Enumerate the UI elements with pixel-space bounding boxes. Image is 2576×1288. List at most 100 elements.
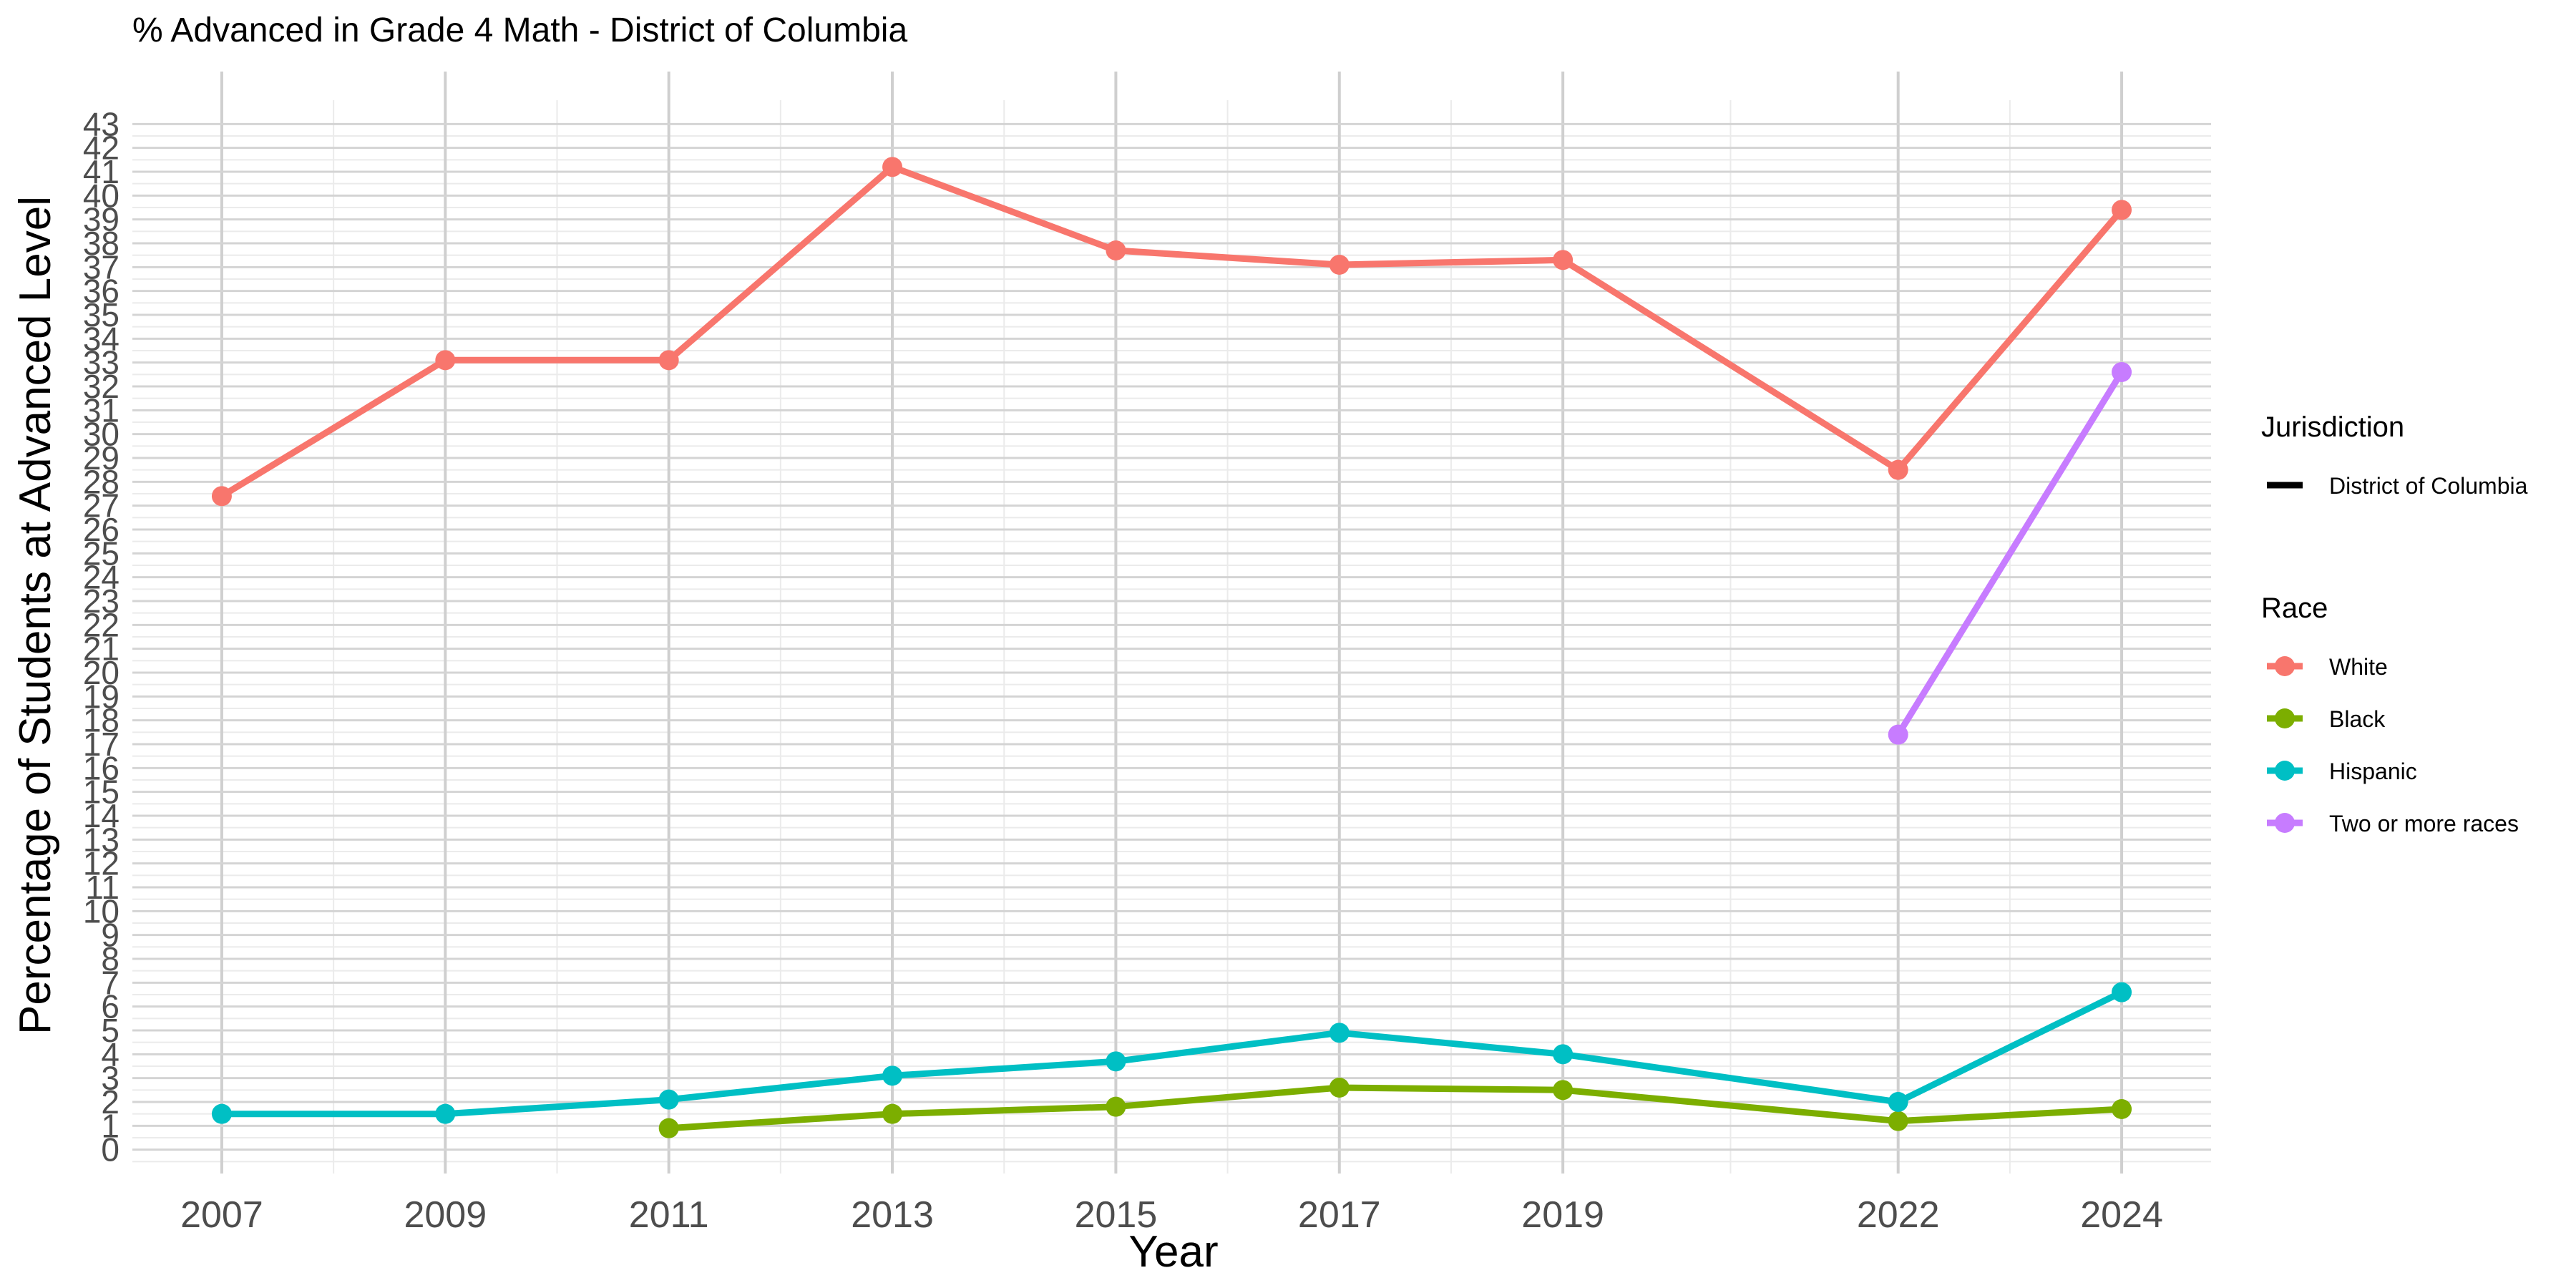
legend-key-point xyxy=(2275,761,2295,781)
x-tick-label: 2015 xyxy=(1075,1194,1158,1236)
y-tick-label: 15 xyxy=(83,774,119,811)
y-tick-label: 1 xyxy=(101,1107,119,1144)
legend-title: Race xyxy=(2261,592,2328,624)
series-white xyxy=(211,157,2132,507)
y-tick-label: 34 xyxy=(83,320,119,357)
y-tick-label: 39 xyxy=(83,201,119,238)
y-tick-label: 28 xyxy=(83,463,119,500)
y-tick-label: 5 xyxy=(101,1012,119,1049)
data-point xyxy=(1106,240,1126,260)
legend-label: Black xyxy=(2329,706,2386,732)
y-tick-label: 18 xyxy=(83,702,119,739)
data-point xyxy=(1106,1051,1126,1072)
y-tick-label: 6 xyxy=(101,988,119,1025)
legend-label: Hispanic xyxy=(2329,758,2417,784)
y-tick-label: 17 xyxy=(83,726,119,763)
x-tick-label: 2013 xyxy=(851,1194,934,1236)
y-tick-label: 14 xyxy=(83,797,119,834)
series-black xyxy=(658,1078,2132,1138)
x-tick-label: 2011 xyxy=(629,1194,709,1236)
y-tick-label: 25 xyxy=(83,535,119,572)
x-tick-label: 2022 xyxy=(1857,1194,1940,1236)
axis-layer: 2007 2009 2011 2013 2015 2017 2019 2022 20240123… xyxy=(83,105,2163,1236)
y-tick-label: 41 xyxy=(83,153,119,190)
legend-key xyxy=(2267,708,2303,728)
y-tick-label: 11 xyxy=(85,869,119,906)
data-point xyxy=(1553,1080,1574,1101)
data-point xyxy=(1888,1092,1908,1112)
data-point xyxy=(1329,255,1350,275)
data-point xyxy=(211,1103,232,1124)
y-tick-label: 36 xyxy=(83,273,119,310)
y-tick-label: 43 xyxy=(83,105,119,142)
legend-key-point xyxy=(2275,656,2295,676)
y-tick-label: 21 xyxy=(83,630,119,668)
y-axis-title: Percentage of Students at Advanced Level xyxy=(11,196,60,1035)
data-point xyxy=(1553,250,1574,270)
y-tick-label: 24 xyxy=(83,559,119,596)
data-point xyxy=(435,1103,456,1124)
legend-key xyxy=(2267,761,2303,781)
data-point xyxy=(1888,1111,1908,1131)
y-tick-label: 12 xyxy=(83,845,119,882)
y-tick-label: 32 xyxy=(83,368,119,405)
y-tick-label: 9 xyxy=(101,917,119,954)
y-tick-label: 8 xyxy=(101,940,119,977)
data-point xyxy=(2112,982,2132,1002)
x-tick-label: 2024 xyxy=(2080,1194,2163,1236)
data-point xyxy=(2112,362,2132,382)
series-layer xyxy=(211,157,2132,1138)
x-axis-title: Year xyxy=(1128,1227,1218,1277)
legend-label: White xyxy=(2329,654,2388,680)
legend-label: District of Columbia xyxy=(2329,473,2528,499)
y-tick-label: 13 xyxy=(83,821,119,858)
legend-label: Two or more races xyxy=(2329,811,2519,836)
chart-title: % Advanced in Grade 4 Math - District of… xyxy=(132,11,907,49)
y-tick-label: 16 xyxy=(83,749,119,786)
series-line xyxy=(1895,370,2124,737)
legend-title: Jurisdiction xyxy=(2261,411,2404,443)
y-tick-label: 27 xyxy=(83,487,119,525)
data-point xyxy=(2112,200,2132,220)
y-tick-label: 3 xyxy=(101,1060,119,1097)
y-tick-label: 31 xyxy=(83,391,119,429)
data-point xyxy=(882,157,903,177)
data-point xyxy=(1888,459,1908,480)
legend-key xyxy=(2267,813,2303,833)
series-hispanic xyxy=(211,982,2132,1124)
data-point xyxy=(882,1103,903,1124)
y-tick-label: 20 xyxy=(83,654,119,691)
legend-key-point xyxy=(2275,708,2295,728)
grid-layer xyxy=(132,72,2211,1174)
series-two-or-more-races xyxy=(1888,362,2132,745)
y-tick-label: 42 xyxy=(83,130,119,167)
data-point xyxy=(1329,1023,1350,1043)
y-tick-label: 29 xyxy=(83,439,119,477)
data-point xyxy=(1106,1096,1126,1117)
y-tick-label: 10 xyxy=(83,892,119,930)
y-tick-label: 2 xyxy=(101,1083,119,1121)
y-tick-label: 22 xyxy=(83,606,119,643)
data-point xyxy=(1329,1078,1350,1098)
x-tick-label: 2017 xyxy=(1298,1194,1381,1236)
x-tick-label: 2009 xyxy=(404,1194,487,1236)
y-tick-label: 38 xyxy=(83,225,119,262)
x-tick-label: 2019 xyxy=(1521,1194,1604,1236)
data-point xyxy=(658,350,679,371)
y-tick-label: 30 xyxy=(83,416,119,453)
data-point xyxy=(1553,1044,1574,1065)
data-point xyxy=(658,1089,679,1110)
y-tick-label: 23 xyxy=(83,582,119,620)
y-tick-label: 7 xyxy=(101,964,119,1001)
legend-key-point xyxy=(2275,813,2295,833)
data-point xyxy=(882,1065,903,1086)
y-tick-label: 0 xyxy=(101,1131,119,1169)
y-tick-label: 4 xyxy=(101,1035,119,1073)
y-tick-label: 37 xyxy=(83,248,119,286)
y-tick-label: 35 xyxy=(83,296,119,333)
series-line xyxy=(221,989,2124,1118)
data-point xyxy=(211,486,232,507)
legend-key xyxy=(2267,656,2303,676)
